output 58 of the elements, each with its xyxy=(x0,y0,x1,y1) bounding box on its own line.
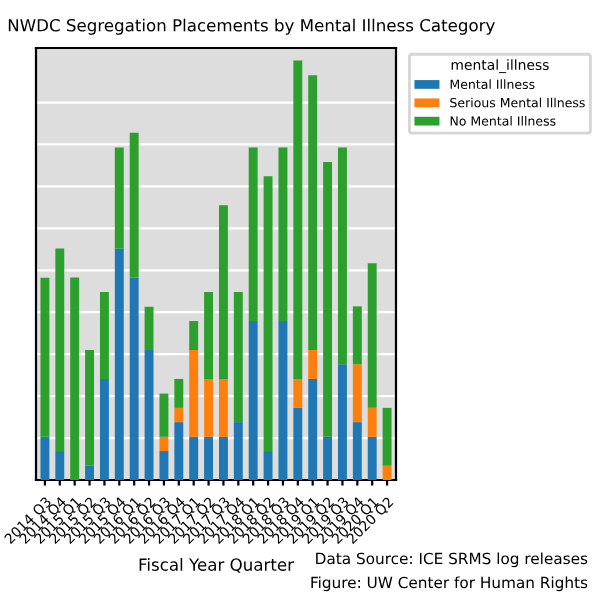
bar xyxy=(85,465,95,480)
bar xyxy=(204,436,214,480)
bar xyxy=(159,436,169,452)
bar xyxy=(218,205,228,379)
bar xyxy=(308,349,318,379)
bar xyxy=(323,162,333,437)
bar xyxy=(367,407,377,437)
bar xyxy=(263,176,273,452)
bar xyxy=(40,277,50,437)
bar xyxy=(159,393,169,437)
bar xyxy=(337,364,347,480)
bar xyxy=(248,321,258,480)
bar xyxy=(204,378,214,437)
bar xyxy=(382,465,392,480)
bar xyxy=(367,263,377,408)
bar xyxy=(189,349,199,437)
bar xyxy=(55,248,65,452)
bar xyxy=(352,422,362,480)
bar xyxy=(55,451,65,480)
bar xyxy=(85,349,95,466)
bar xyxy=(99,378,109,480)
bar xyxy=(144,349,154,480)
bar xyxy=(129,277,139,480)
bar xyxy=(233,292,243,423)
bar xyxy=(382,407,392,466)
bar xyxy=(99,292,109,379)
bar xyxy=(218,378,228,437)
chart-title: NWDC Segregation Placements by Mental Illness Category xyxy=(8,18,495,35)
bar xyxy=(189,436,199,480)
bar xyxy=(189,321,199,350)
bar xyxy=(174,378,184,408)
bar xyxy=(352,364,362,423)
bar xyxy=(70,277,80,480)
bar xyxy=(114,147,124,249)
x-axis-title: Fiscal Year Quarter xyxy=(139,557,294,573)
bar xyxy=(293,60,303,379)
bar xyxy=(218,436,228,480)
bar xyxy=(308,75,318,350)
bar xyxy=(278,321,288,480)
bar xyxy=(367,436,377,480)
bar xyxy=(337,147,347,365)
bar xyxy=(308,378,318,480)
bar xyxy=(174,407,184,423)
bar xyxy=(204,292,214,379)
bar xyxy=(174,422,184,480)
bar xyxy=(323,436,333,480)
bar xyxy=(293,407,303,480)
bar xyxy=(263,451,273,480)
bar xyxy=(278,147,288,322)
bar xyxy=(248,147,258,322)
bar xyxy=(233,422,243,480)
bar xyxy=(40,436,50,480)
bar xyxy=(144,306,154,350)
bar xyxy=(293,378,303,408)
bar xyxy=(114,248,124,480)
bar xyxy=(352,306,362,365)
bar xyxy=(159,451,169,480)
bar xyxy=(129,132,139,278)
